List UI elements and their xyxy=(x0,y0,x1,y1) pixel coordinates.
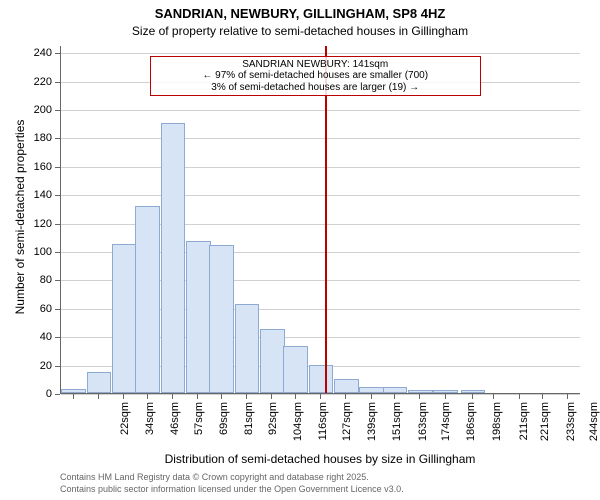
footnote-2: Contains public sector information licen… xyxy=(60,484,404,494)
y-tick-label: 160 xyxy=(20,161,52,173)
histogram-bar xyxy=(87,372,112,393)
gridline xyxy=(61,53,580,54)
y-tick-label: 40 xyxy=(20,331,52,343)
y-tick-label: 220 xyxy=(20,76,52,88)
reference-line xyxy=(325,46,327,393)
x-tick-label: 211sqm xyxy=(518,402,530,452)
y-tick-label: 200 xyxy=(20,104,52,116)
x-tick-mark xyxy=(221,394,222,399)
chart-subtitle: Size of property relative to semi-detach… xyxy=(0,24,600,38)
y-tick-label: 240 xyxy=(20,47,52,59)
y-tick-label: 140 xyxy=(20,189,52,201)
y-tick-label: 20 xyxy=(20,360,52,372)
histogram-bar xyxy=(309,365,334,393)
x-tick-mark xyxy=(172,394,173,399)
x-tick-label: 186sqm xyxy=(465,402,477,452)
x-axis-label: Distribution of semi-detached houses by … xyxy=(60,452,580,466)
x-tick-label: 104sqm xyxy=(292,402,304,452)
x-tick-mark xyxy=(345,394,346,399)
y-tick-label: 120 xyxy=(20,218,52,230)
histogram-bar xyxy=(161,123,186,393)
x-tick-mark xyxy=(73,394,74,399)
x-tick-label: 233sqm xyxy=(565,402,577,452)
annotation-line2: ← 97% of semi-detached houses are smalle… xyxy=(155,70,476,82)
x-tick-mark xyxy=(542,394,543,399)
footnote-1: Contains HM Land Registry data © Crown c… xyxy=(60,472,369,482)
x-tick-mark xyxy=(320,394,321,399)
x-tick-mark xyxy=(147,394,148,399)
x-tick-mark xyxy=(295,394,296,399)
histogram-bar xyxy=(61,389,86,393)
histogram-bar xyxy=(260,329,285,393)
histogram-bar xyxy=(235,304,260,393)
x-tick-label: 244sqm xyxy=(588,402,600,452)
x-tick-mark xyxy=(271,394,272,399)
histogram-bar xyxy=(283,346,308,393)
x-tick-label: 34sqm xyxy=(144,402,156,452)
gridline xyxy=(61,195,580,196)
x-tick-mark xyxy=(197,394,198,399)
x-tick-mark xyxy=(472,394,473,399)
x-tick-label: 57sqm xyxy=(193,402,205,452)
annotation-line3: 3% of semi-detached houses are larger (1… xyxy=(155,82,476,94)
y-tick-label: 60 xyxy=(20,303,52,315)
histogram-bar xyxy=(461,390,486,393)
x-tick-label: 151sqm xyxy=(391,402,403,452)
y-tick-mark xyxy=(55,394,60,395)
y-tick-label: 80 xyxy=(20,274,52,286)
gridline xyxy=(61,167,580,168)
histogram-bar xyxy=(135,206,160,393)
x-tick-mark xyxy=(123,394,124,399)
x-tick-label: 198sqm xyxy=(491,402,503,452)
x-tick-label: 163sqm xyxy=(417,402,429,452)
histogram-bar xyxy=(334,379,359,393)
y-tick-label: 100 xyxy=(20,246,52,258)
x-tick-mark xyxy=(371,394,372,399)
x-tick-label: 92sqm xyxy=(267,402,279,452)
histogram-bar xyxy=(209,245,234,393)
x-tick-mark xyxy=(519,394,520,399)
y-tick-label: 180 xyxy=(20,132,52,144)
x-tick-label: 46sqm xyxy=(169,402,181,452)
chart-title: SANDRIAN, NEWBURY, GILLINGHAM, SP8 4HZ xyxy=(0,6,600,21)
x-tick-mark xyxy=(493,394,494,399)
histogram-bar xyxy=(359,387,384,393)
x-tick-mark xyxy=(567,394,568,399)
gridline xyxy=(61,110,580,111)
x-tick-label: 127sqm xyxy=(341,402,353,452)
x-tick-label: 69sqm xyxy=(218,402,230,452)
chart-container: SANDRIAN, NEWBURY, GILLINGHAM, SP8 4HZ S… xyxy=(0,0,600,500)
x-tick-mark xyxy=(246,394,247,399)
histogram-bar xyxy=(186,241,211,393)
x-tick-label: 81sqm xyxy=(243,402,255,452)
x-tick-label: 116sqm xyxy=(317,402,329,452)
x-tick-label: 174sqm xyxy=(440,402,452,452)
x-tick-mark xyxy=(445,394,446,399)
histogram-bar xyxy=(408,390,433,393)
annotation-box: SANDRIAN NEWBURY: 141sqm ← 97% of semi-d… xyxy=(150,56,481,97)
x-tick-mark xyxy=(394,394,395,399)
plot-area: SANDRIAN NEWBURY: 141sqm ← 97% of semi-d… xyxy=(60,46,580,394)
x-tick-label: 22sqm xyxy=(119,402,131,452)
histogram-bar xyxy=(433,390,458,393)
annotation-line1: SANDRIAN NEWBURY: 141sqm xyxy=(155,59,476,71)
x-tick-label: 221sqm xyxy=(539,402,551,452)
x-tick-mark xyxy=(419,394,420,399)
x-tick-mark xyxy=(98,394,99,399)
histogram-bar xyxy=(112,244,137,393)
x-tick-label: 139sqm xyxy=(366,402,378,452)
gridline xyxy=(61,138,580,139)
y-tick-label: 0 xyxy=(20,388,52,400)
histogram-bar xyxy=(383,387,408,393)
